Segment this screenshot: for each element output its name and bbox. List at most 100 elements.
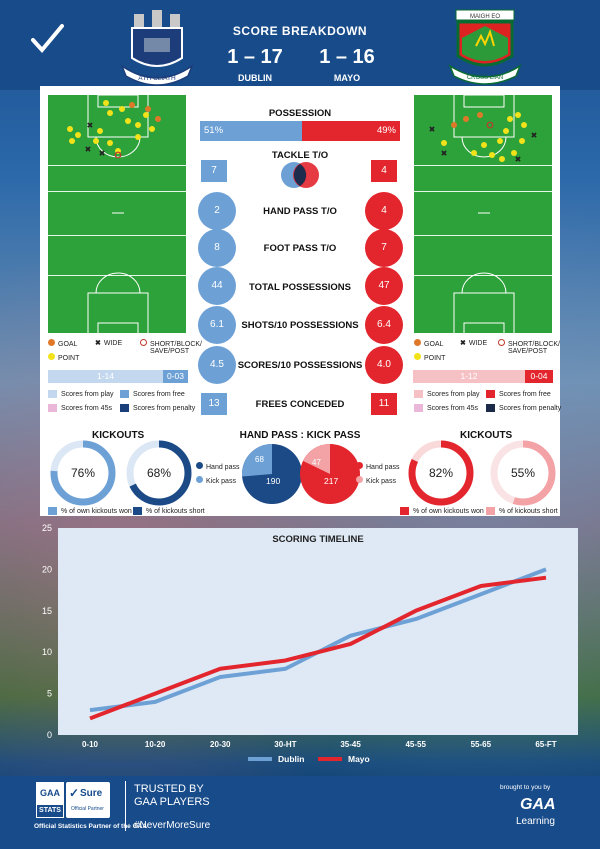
dublin-point-mark (69, 138, 75, 144)
mayo-point-mark (489, 152, 495, 158)
x-tick-label: 10-20 (145, 740, 166, 749)
mayo-score: 1 – 16 (319, 46, 375, 68)
mayo-point-mark (511, 150, 517, 156)
trusted-line1: TRUSTED BY (134, 783, 204, 795)
stat-label-scores10: SCORES/10 POSSESSIONS (237, 360, 363, 371)
legend-point-right: POINT (414, 353, 445, 362)
x-tick-label: 55-65 (471, 740, 492, 749)
wide-cross-icon: ✖ (95, 340, 101, 347)
legend-45-right: Scores from 45s (414, 404, 478, 412)
legend-short2-left: SAVE/POST (150, 348, 190, 355)
mayo-wide-mark: ✖ (515, 155, 522, 164)
mayo-point-mark (441, 140, 447, 146)
stat-mayo-handpass: 4 (365, 192, 403, 230)
legend-kickouts-short-right: % of kickouts short (486, 507, 558, 515)
mayo-crest: MAIGH EO CROSS LIAN (448, 9, 522, 85)
legend-play-right: Scores from play (414, 390, 480, 398)
stat-label-shots10: SHOTS/10 POSSESSIONS (241, 320, 359, 331)
dublin-point-mark (67, 126, 73, 132)
possession-label: POSSESSION (268, 108, 332, 119)
hand-kick-title: HAND PASS : KICK PASS (239, 430, 361, 441)
mayo-crest-top: MAIGH EO (470, 14, 500, 20)
tackle-venn-icon (281, 162, 319, 188)
mayo-point-mark (497, 138, 503, 144)
possession-bar: 51% 49% (200, 121, 400, 141)
goal-dot-icon (48, 339, 55, 346)
dublin-hand-value: 190 (266, 476, 281, 486)
dublin-pass-kick-slice (242, 444, 272, 477)
stat-label-footpass: FOOT PASS T/O (263, 243, 337, 254)
legend-wide-right: ✖ WIDE (460, 340, 488, 347)
x-tick-label: 65-FT (535, 740, 556, 749)
hand-pass-legend-left: Hand pass (196, 462, 239, 471)
dublin-score: 1 – 17 (227, 46, 283, 68)
legend-point-left: POINT (48, 353, 79, 362)
dublin-wide-mark: ✖ (87, 121, 94, 130)
legend-free-left: Scores from free (120, 390, 185, 398)
stat-dublin-possessions: 44 (198, 267, 236, 305)
mayo-name: MAYO (333, 73, 361, 83)
y-tick-label: 20 (42, 564, 52, 574)
legend-short2-right: SAVE/POST (508, 348, 548, 355)
kick-pass-legend-right: Kick pass (356, 476, 396, 485)
possession-dublin: 51% (204, 125, 224, 136)
legend-short-right: SHORT/BLOCK/ (498, 339, 560, 348)
y-tick-label: 25 (42, 523, 52, 533)
dublin-wide-mark: ✖ (99, 149, 106, 158)
chart-plot-area (58, 528, 578, 735)
y-tick-label: 0 (47, 730, 52, 740)
dublin-kickouts-won-ring (50, 440, 116, 506)
legend-45-left: Scores from 45s (48, 404, 112, 412)
stat-label-frees: FREES CONCEDED (255, 399, 345, 410)
stat-dublin-tackle: 7 (201, 160, 227, 182)
stats-logo: STATS (36, 804, 64, 818)
stat-dublin-scores10: 4.5 (198, 346, 236, 384)
scoring-timeline-chart: SCORING TIMELINE 0 5 10 15 20 25 0-10 10-20 20-30… (42, 523, 578, 764)
stat-mayo-shots10: 6.4 (365, 306, 403, 344)
goal-dot-icon (414, 339, 421, 346)
dublin-kickouts-won-value: 76% (70, 466, 96, 480)
dublin-point-mark (107, 140, 113, 146)
sure-logo: ✓ Sure Official Partner (66, 782, 110, 818)
x-tick-label: 45-55 (405, 740, 426, 749)
legend-free-right: Scores from free (486, 390, 551, 398)
y-tick-label: 15 (42, 606, 52, 616)
legend-label-mayo: Mayo (348, 754, 370, 764)
mayo-goal-mark (463, 116, 469, 122)
short-ring-icon (498, 339, 505, 346)
x-tick-label: 30-HT (274, 740, 296, 749)
stat-label-possessions: TOTAL POSSESSIONS (249, 282, 351, 293)
mayo-kickouts-short-ring (490, 440, 556, 506)
possession-bar-dublin (200, 121, 302, 141)
mayo-score-split-bar: 1-12 0-04 (413, 370, 553, 383)
dublin-short-mark (114, 151, 122, 159)
dublin-wide-mark: ✖ (85, 145, 92, 154)
stat-label-tackle: TACKLE T/O (271, 150, 329, 161)
legend-goal-left: GOAL (48, 339, 77, 348)
mayo-wide-mark: ✖ (429, 125, 436, 134)
dublin-goal-mark (145, 106, 151, 112)
dublin-point-mark (119, 106, 125, 112)
legend-short-left: SHORT/BLOCK/ (140, 339, 202, 348)
stat-dublin-shots10: 6.1 (198, 306, 236, 344)
mayo-kickouts-won-ring (408, 440, 474, 506)
y-tick-label: 10 (42, 647, 52, 657)
stat-mayo-tackle: 4 (371, 160, 397, 182)
dublin-name: DUBLIN (238, 73, 272, 83)
dublin-goal-mark (129, 102, 135, 108)
dublin-point-mark (143, 112, 149, 118)
kickouts-title-left: KICKOUTS (92, 430, 145, 441)
kick-pass-legend-left: Kick pass (196, 476, 236, 485)
mayo-shot-map: ✖ ✖ ✖ ✖ (413, 94, 553, 334)
legend-pen-right: Scores from penalty (486, 404, 561, 412)
mayo-point-mark (503, 128, 509, 134)
legend-goal-right: GOAL (414, 339, 443, 348)
mayo-hand-value: 217 (324, 476, 339, 486)
mayo-crest-text: CROSS LIAN (467, 75, 503, 81)
trusted-line2: GAA PLAYERS (134, 796, 210, 808)
dublin-point-mark (135, 122, 141, 128)
legend-kickouts-won-right: % of own kickouts won (400, 507, 484, 515)
learning-text: Learning (516, 816, 555, 827)
mayo-point-mark (499, 156, 505, 162)
stat-mayo-footpass: 7 (365, 229, 403, 267)
